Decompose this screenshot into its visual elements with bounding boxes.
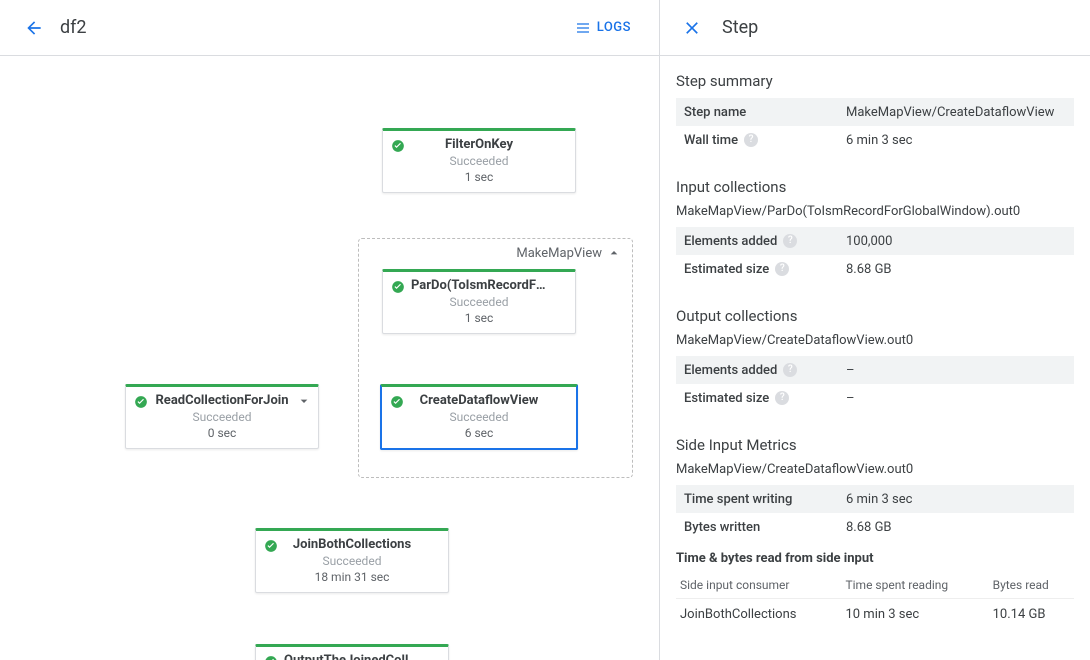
node-filter[interactable]: FilterOnKey Succeeded 1 sec: [382, 128, 576, 193]
node-title: CreateDataflowView: [396, 393, 562, 408]
group-header[interactable]: MakeMapView: [516, 245, 622, 261]
metric-value: 8.68 GB: [846, 520, 892, 535]
metric-key: Estimated size?: [676, 262, 846, 277]
metric-key: Step name: [676, 105, 846, 120]
graph-edges: [0, 56, 300, 206]
node-status: Succeeded: [270, 554, 434, 568]
metric-value: –: [846, 363, 855, 378]
node-status: Succeeded: [397, 154, 561, 168]
success-icon: [391, 280, 405, 294]
table-cell: 10.14 GB: [989, 599, 1074, 631]
collection-name: MakeMapView/CreateDataflowView.out0: [676, 462, 1074, 477]
node-out[interactable]: OutputTheJoinedCollec…Succeeded18 sec: [255, 644, 449, 660]
metric-key: Wall time?: [676, 133, 846, 148]
success-icon: [391, 139, 405, 153]
help-icon[interactable]: ?: [744, 133, 758, 147]
chevron-down-icon[interactable]: [296, 393, 312, 413]
node-time: 18 min 31 sec: [270, 570, 434, 584]
logs-label: LOGS: [597, 20, 631, 35]
panel-title: Step: [722, 17, 758, 38]
metric-row: Estimated size?–: [676, 384, 1074, 412]
success-icon: [134, 395, 148, 409]
section-heading: Step summary: [676, 72, 1074, 90]
help-icon[interactable]: ?: [775, 262, 789, 276]
group-label: MakeMapView: [516, 246, 602, 261]
success-icon: [264, 655, 278, 660]
node-time: 1 sec: [397, 170, 561, 184]
close-icon: [682, 18, 702, 38]
success-icon: [264, 539, 278, 553]
section-side-input-metrics: Side Input Metrics MakeMapView/CreateDat…: [660, 420, 1090, 638]
metric-key: Elements added?: [676, 363, 846, 378]
metric-row: Time spent writing6 min 3 sec: [676, 485, 1074, 513]
metric-value: 8.68 GB: [846, 262, 892, 277]
table-row: JoinBothCollections10 min 3 sec10.14 GB: [676, 599, 1074, 631]
metric-row: Wall time?6 min 3 sec: [676, 126, 1074, 154]
table-header: Bytes read: [989, 572, 1074, 599]
side-input-read-table: Side input consumerTime spent readingByt…: [676, 572, 1074, 630]
node-title: FilterOnKey: [397, 137, 561, 152]
section-input-collections: Input collections MakeMapView/ParDo(ToIs…: [660, 162, 1090, 291]
graph-area[interactable]: MakeMapView FilterOnKeySucceeded1 secPar…: [0, 56, 659, 660]
node-title: ReadCollectionForJoin: [140, 393, 304, 408]
node-status: Succeeded: [397, 295, 561, 309]
metric-value: 6 min 3 sec: [846, 492, 912, 507]
section-heading: Output collections: [676, 307, 1074, 325]
logs-icon: [575, 20, 591, 36]
table-header: Time spent reading: [841, 572, 988, 599]
metric-row: Elements added?–: [676, 356, 1074, 384]
metric-value: 100,000: [846, 234, 892, 249]
job-title: df2: [60, 17, 563, 38]
back-button[interactable]: [16, 10, 52, 46]
details-header: Step: [660, 0, 1090, 56]
metric-key: Bytes written: [676, 520, 846, 535]
close-button[interactable]: [676, 12, 708, 44]
header-bar: df2 LOGS: [0, 0, 659, 56]
help-icon[interactable]: ?: [783, 234, 797, 248]
node-time: 6 sec: [396, 426, 562, 440]
side-read-heading: Time & bytes read from side input: [676, 551, 1074, 566]
logs-button[interactable]: LOGS: [563, 12, 643, 44]
metric-key: Elements added?: [676, 234, 846, 249]
node-time: 0 sec: [140, 426, 304, 440]
table-cell: JoinBothCollections: [676, 599, 841, 631]
metric-row: Step nameMakeMapView/CreateDataflowView: [676, 98, 1074, 126]
collection-name: MakeMapView/CreateDataflowView.out0: [676, 333, 1074, 348]
metric-row: Estimated size?8.68 GB: [676, 255, 1074, 283]
metric-key: Time spent writing: [676, 492, 846, 507]
table-header: Side input consumer: [676, 572, 841, 599]
node-pardo[interactable]: ParDo(ToIsmRecordFor… Succeeded 1 sec: [382, 269, 576, 334]
help-icon[interactable]: ?: [775, 391, 789, 405]
node-join[interactable]: JoinBothCollections Succeeded 18 min 31 se…: [255, 528, 449, 593]
node-create[interactable]: CreateDataflowView Succeeded 6 sec: [380, 384, 578, 450]
node-time: 1 sec: [397, 311, 561, 325]
metric-value: –: [846, 391, 855, 406]
node-title: ParDo(ToIsmRecordFor…: [397, 278, 561, 293]
node-title: JoinBothCollections: [270, 537, 434, 552]
section-heading: Input collections: [676, 178, 1074, 196]
success-icon: [390, 395, 404, 409]
metric-value: 6 min 3 sec: [846, 133, 912, 148]
section-step-summary: Step summary Step nameMakeMapView/Create…: [660, 56, 1090, 162]
node-title: OutputTheJoinedCollec…: [270, 653, 434, 660]
metric-value: MakeMapView/CreateDataflowView: [846, 105, 1054, 120]
node-status: Succeeded: [396, 410, 562, 424]
section-output-collections: Output collections MakeMapView/CreateDat…: [660, 291, 1090, 420]
metric-key: Estimated size?: [676, 391, 846, 406]
chevron-up-icon: [606, 245, 622, 261]
help-icon[interactable]: ?: [783, 363, 797, 377]
arrow-left-icon: [24, 18, 44, 38]
metric-row: Elements added?100,000: [676, 227, 1074, 255]
node-status: Succeeded: [140, 410, 304, 424]
graph-panel: df2 LOGS MakeMapView FilterOnKey Succeede…: [0, 0, 660, 660]
section-heading: Side Input Metrics: [676, 436, 1074, 454]
collection-name: MakeMapView/ParDo(ToIsmRecordForGlobalWi…: [676, 204, 1074, 219]
node-read[interactable]: ReadCollectionForJoin Succeeded 0 sec: [125, 384, 319, 449]
table-cell: 10 min 3 sec: [841, 599, 988, 631]
metric-row: Bytes written8.68 GB: [676, 513, 1074, 541]
details-panel: Step Step summary Step nameMakeMapView/C…: [660, 0, 1090, 660]
